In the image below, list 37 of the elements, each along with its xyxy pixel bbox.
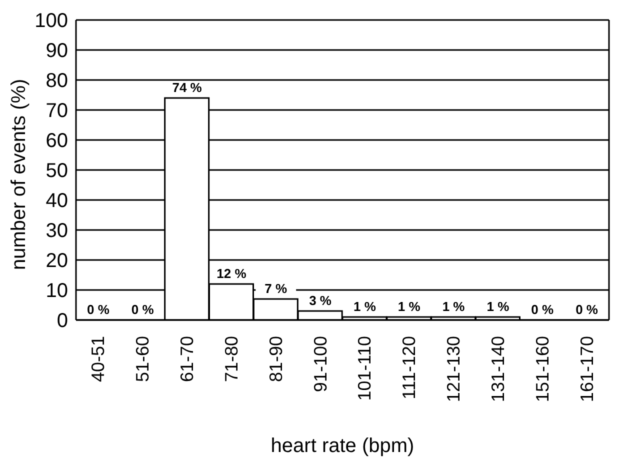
data-label: 1 % xyxy=(398,299,421,314)
x-tick-label: 161-170 xyxy=(576,336,597,402)
y-tick-label: 80 xyxy=(46,70,68,92)
x-tick-label: 71-80 xyxy=(221,336,242,382)
data-label: 0 % xyxy=(131,302,154,317)
x-tick-label: 131-140 xyxy=(488,336,508,402)
y-tick-label: 50 xyxy=(46,160,68,182)
data-label: 0 % xyxy=(87,302,110,317)
y-tick-label: 10 xyxy=(46,280,68,302)
y-tick-label: 20 xyxy=(46,250,68,272)
data-label: 0 % xyxy=(531,302,554,317)
x-tick-label: 81-90 xyxy=(266,336,286,382)
x-tick-label: 151-160 xyxy=(532,336,552,402)
y-tick-label: 0 xyxy=(56,310,68,332)
y-tick-label: 40 xyxy=(46,190,68,212)
x-tick-label: 101-110 xyxy=(354,336,375,401)
data-label: 12 % xyxy=(216,266,247,281)
y-tick-label: 70 xyxy=(46,100,68,122)
x-tick-label: 111-120 xyxy=(399,336,420,400)
data-label: 74 % xyxy=(172,80,202,95)
data-label: 1 % xyxy=(354,299,376,314)
x-axis-title: heart rate (bpm) xyxy=(270,435,414,457)
data-label: 3 % xyxy=(309,293,332,308)
y-tick-label: 60 xyxy=(46,130,68,152)
y-tick-label: 100 xyxy=(34,10,68,32)
x-tick-label: 61-70 xyxy=(177,336,198,382)
data-label: 1 % xyxy=(442,299,466,314)
x-tick-label: 91-100 xyxy=(310,336,330,392)
y-tick-label: 30 xyxy=(46,220,68,242)
y-tick-label: 90 xyxy=(46,40,68,62)
x-tick-label: 121-130 xyxy=(444,336,464,402)
x-tick-label: 40-51 xyxy=(88,336,108,382)
data-label: 7 % xyxy=(264,281,288,296)
x-tick-label: 51-60 xyxy=(132,336,153,382)
data-label: 0 % xyxy=(576,302,598,317)
y-axis-title: number of events (%) xyxy=(8,78,30,270)
data-label: 1 % xyxy=(486,299,510,314)
